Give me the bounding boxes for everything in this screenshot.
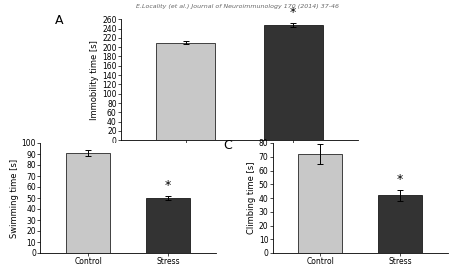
- Y-axis label: Climbing time [s]: Climbing time [s]: [247, 162, 256, 234]
- Bar: [264, 25, 323, 140]
- Bar: [378, 195, 422, 253]
- Y-axis label: Swimming time [s]: Swimming time [s]: [10, 158, 19, 238]
- Text: *: *: [290, 6, 296, 19]
- Text: E.Locality (et al.) Journal of Neuroimmunology 170 (2014) 37-46: E.Locality (et al.) Journal of Neuroimmu…: [136, 4, 338, 9]
- Y-axis label: Immobility time [s]: Immobility time [s]: [91, 40, 100, 120]
- Bar: [66, 153, 110, 253]
- Bar: [146, 198, 190, 253]
- Text: *: *: [397, 174, 403, 186]
- Text: *: *: [164, 180, 171, 192]
- Bar: [156, 43, 215, 140]
- Bar: [299, 154, 342, 253]
- Text: A: A: [55, 14, 63, 28]
- Text: C: C: [223, 139, 232, 152]
